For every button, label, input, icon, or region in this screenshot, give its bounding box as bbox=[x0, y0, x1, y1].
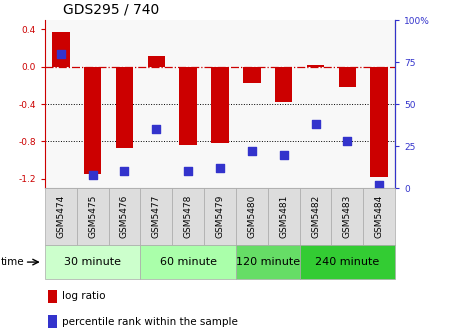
Point bbox=[153, 127, 160, 132]
Text: GSM5484: GSM5484 bbox=[375, 195, 384, 238]
Bar bbox=[236, 188, 268, 245]
Bar bbox=[141, 245, 236, 279]
Text: GDS295 / 740: GDS295 / 740 bbox=[63, 3, 159, 17]
Bar bbox=[268, 188, 299, 245]
Text: GSM5478: GSM5478 bbox=[184, 195, 193, 239]
Point bbox=[89, 172, 96, 177]
Point bbox=[376, 182, 383, 187]
Bar bbox=[363, 188, 395, 245]
Bar bbox=[77, 188, 109, 245]
Text: GSM5482: GSM5482 bbox=[311, 195, 320, 238]
Text: GSM5477: GSM5477 bbox=[152, 195, 161, 239]
Text: GSM5476: GSM5476 bbox=[120, 195, 129, 239]
Bar bbox=[180, 67, 197, 145]
Text: log ratio: log ratio bbox=[62, 291, 106, 301]
Bar bbox=[48, 290, 57, 303]
Point bbox=[185, 169, 192, 174]
Bar bbox=[109, 188, 141, 245]
Bar bbox=[141, 188, 172, 245]
Bar bbox=[211, 67, 229, 143]
Point bbox=[216, 165, 224, 171]
Text: percentile rank within the sample: percentile rank within the sample bbox=[62, 317, 238, 327]
Text: 60 minute: 60 minute bbox=[160, 257, 217, 267]
Point bbox=[312, 122, 319, 127]
Bar bbox=[52, 32, 70, 67]
Point bbox=[248, 149, 255, 154]
Text: GSM5483: GSM5483 bbox=[343, 195, 352, 239]
Text: GSM5480: GSM5480 bbox=[247, 195, 256, 239]
Bar bbox=[331, 188, 363, 245]
Text: GSM5475: GSM5475 bbox=[88, 195, 97, 239]
Text: time: time bbox=[1, 257, 25, 267]
Point bbox=[280, 152, 287, 157]
Bar bbox=[45, 188, 77, 245]
Bar bbox=[299, 245, 395, 279]
Bar bbox=[236, 245, 299, 279]
Bar bbox=[48, 315, 57, 328]
Bar bbox=[307, 65, 324, 67]
Point bbox=[121, 169, 128, 174]
Bar bbox=[339, 67, 356, 87]
Text: GSM5479: GSM5479 bbox=[216, 195, 224, 239]
Bar bbox=[172, 188, 204, 245]
Bar bbox=[275, 67, 292, 102]
Point bbox=[344, 138, 351, 144]
Text: 240 minute: 240 minute bbox=[315, 257, 379, 267]
Text: 120 minute: 120 minute bbox=[236, 257, 300, 267]
Text: GSM5474: GSM5474 bbox=[56, 195, 65, 238]
Bar bbox=[148, 56, 165, 67]
Text: GSM5481: GSM5481 bbox=[279, 195, 288, 239]
Bar bbox=[370, 67, 388, 177]
Bar bbox=[84, 67, 101, 174]
Text: 30 minute: 30 minute bbox=[64, 257, 121, 267]
Bar bbox=[243, 67, 260, 83]
Bar bbox=[299, 188, 331, 245]
Bar bbox=[204, 188, 236, 245]
Bar bbox=[116, 67, 133, 148]
Point bbox=[57, 51, 64, 56]
Bar bbox=[45, 245, 141, 279]
